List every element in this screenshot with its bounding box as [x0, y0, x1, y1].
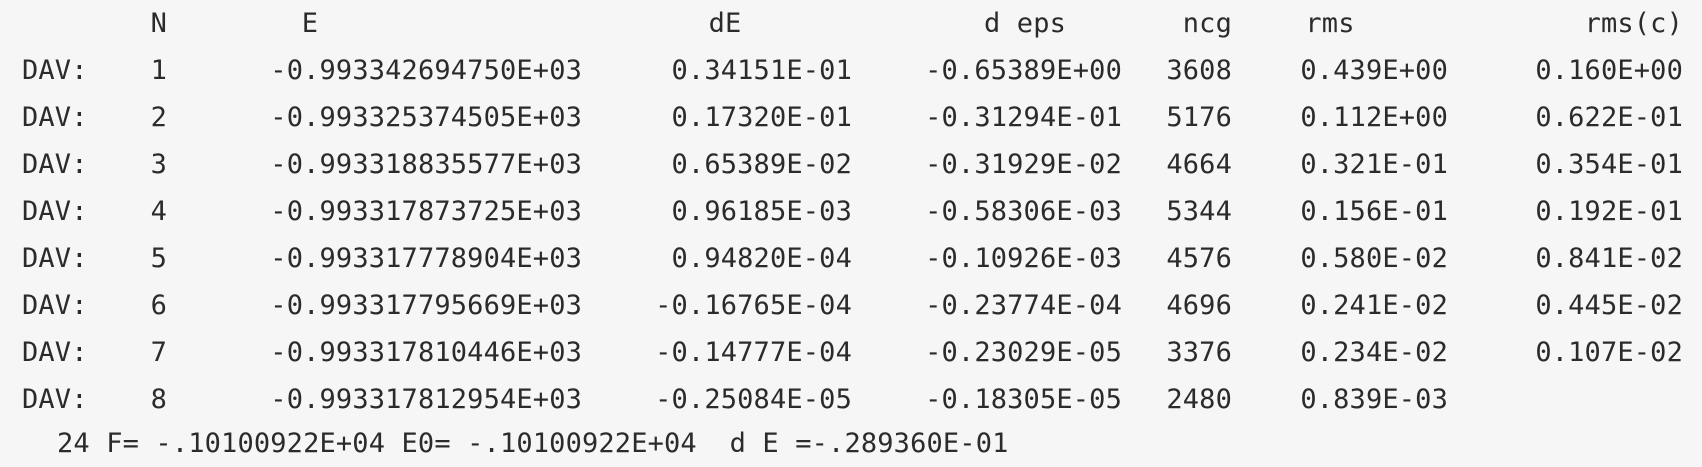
row-n: 2 — [150, 102, 167, 133]
row-rmsc: 0.445E-02 — [1535, 290, 1683, 321]
table-header: N E dE d eps ncg rms rms(c) — [0, 0, 1702, 47]
row-deps: -0.23029E-05 — [925, 337, 1122, 368]
row-de: 0.34151E-01 — [671, 55, 852, 86]
row-ncg: 2480 — [1166, 384, 1232, 415]
row-label: DAV: — [22, 149, 88, 180]
header-de: dE — [708, 8, 742, 39]
header-n: N — [150, 8, 167, 39]
row-label: DAV: — [22, 384, 88, 415]
row-n: 6 — [150, 290, 167, 321]
row-rms: 0.439E+00 — [1300, 55, 1448, 86]
row-label: DAV: — [22, 102, 88, 133]
row-ncg: 4576 — [1166, 243, 1232, 274]
row-e: -0.993317812954E+03 — [270, 384, 582, 415]
row-de: 0.94820E-04 — [671, 243, 852, 274]
row-deps: -0.10926E-03 — [925, 243, 1122, 274]
row-label: DAV: — [22, 337, 88, 368]
header-rms: rms — [1305, 8, 1355, 39]
table-row: DAV: 7 -0.993317810446E+03 -0.14777E-04 … — [0, 329, 1702, 376]
row-label: DAV: — [22, 290, 88, 321]
row-de: 0.17320E-01 — [671, 102, 852, 133]
row-rms: 0.156E-01 — [1300, 196, 1448, 227]
row-rmsc: 0.354E-01 — [1535, 149, 1683, 180]
header-rmsc: rms(c) — [1584, 8, 1683, 39]
row-ncg: 3608 — [1166, 55, 1232, 86]
row-de: 0.65389E-02 — [671, 149, 852, 180]
row-rmsc: 0.107E-02 — [1535, 337, 1683, 368]
row-rms: 0.321E-01 — [1300, 149, 1448, 180]
table-row: DAV: 2 -0.993325374505E+03 0.17320E-01 -… — [0, 94, 1702, 141]
row-label: DAV: — [22, 55, 88, 86]
table-row: DAV: 6 -0.993317795669E+03 -0.16765E-04 … — [0, 282, 1702, 329]
header-deps: d eps — [983, 8, 1067, 39]
table-row: DAV: 4 -0.993317873725E+03 0.96185E-03 -… — [0, 188, 1702, 235]
summary-line: 24 F= -.10100922E+04 E0= -.10100922E+04 … — [57, 428, 1009, 459]
row-ncg: 3376 — [1166, 337, 1232, 368]
row-label: DAV: — [22, 243, 88, 274]
row-de: 0.96185E-03 — [671, 196, 852, 227]
row-ncg: 5176 — [1166, 102, 1232, 133]
row-deps: -0.65389E+00 — [925, 55, 1122, 86]
row-e: -0.993318835577E+03 — [270, 149, 582, 180]
row-e: -0.993317795669E+03 — [270, 290, 582, 321]
row-de: -0.14777E-04 — [655, 337, 852, 368]
row-deps: -0.31294E-01 — [925, 102, 1122, 133]
row-rmsc: 0.160E+00 — [1535, 55, 1683, 86]
row-n: 8 — [150, 384, 167, 415]
row-rmsc: 0.192E-01 — [1535, 196, 1683, 227]
row-rmsc: 0.622E-01 — [1535, 102, 1683, 133]
row-deps: -0.23774E-04 — [925, 290, 1122, 321]
row-rms: 0.241E-02 — [1300, 290, 1448, 321]
row-e: -0.993325374505E+03 — [270, 102, 582, 133]
row-deps: -0.18305E-05 — [925, 384, 1122, 415]
row-ncg: 5344 — [1166, 196, 1232, 227]
row-n: 5 — [150, 243, 167, 274]
table-row: DAV: 8 -0.993317812954E+03 -0.25084E-05 … — [0, 376, 1702, 423]
table-row: DAV: 3 -0.993318835577E+03 0.65389E-02 -… — [0, 141, 1702, 188]
row-rms: 0.234E-02 — [1300, 337, 1448, 368]
row-deps: -0.58306E-03 — [925, 196, 1122, 227]
row-n: 7 — [150, 337, 167, 368]
row-rmsc: 0.841E-02 — [1535, 243, 1683, 274]
row-label: DAV: — [22, 196, 88, 227]
row-n: 1 — [150, 55, 167, 86]
row-e: -0.993317778904E+03 — [270, 243, 582, 274]
header-e: E — [301, 8, 319, 39]
row-e: -0.993317873725E+03 — [270, 196, 582, 227]
header-ncg: ncg — [1182, 8, 1232, 39]
row-rms: 0.580E-02 — [1300, 243, 1448, 274]
row-de: -0.25084E-05 — [655, 384, 852, 415]
row-ncg: 4664 — [1166, 149, 1232, 180]
row-deps: -0.31929E-02 — [925, 149, 1122, 180]
row-de: -0.16765E-04 — [655, 290, 852, 321]
row-n: 3 — [150, 149, 167, 180]
row-rms: 0.839E-03 — [1300, 384, 1448, 415]
table-row: DAV: 5 -0.993317778904E+03 0.94820E-04 -… — [0, 235, 1702, 282]
table-row: DAV: 1 -0.993342694750E+03 0.34151E-01 -… — [0, 47, 1702, 94]
row-e: -0.993317810446E+03 — [270, 337, 582, 368]
row-e: -0.993342694750E+03 — [270, 55, 582, 86]
row-n: 4 — [150, 196, 167, 227]
row-rms: 0.112E+00 — [1300, 102, 1448, 133]
row-ncg: 4696 — [1166, 290, 1232, 321]
